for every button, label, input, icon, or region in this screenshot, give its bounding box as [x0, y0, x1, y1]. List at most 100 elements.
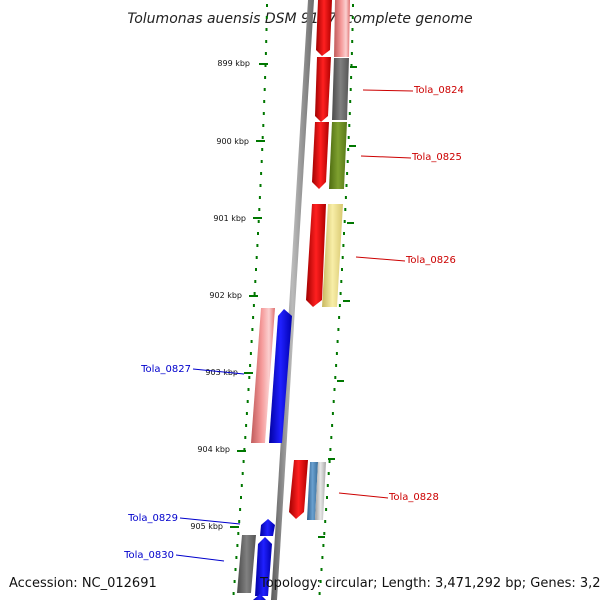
- scale-dot: [245, 412, 248, 415]
- gene-label-reverse[interactable]: Tola_0830: [123, 550, 174, 561]
- gene-label-reverse[interactable]: Tola_0829: [127, 513, 178, 524]
- gene-block-pink[interactable]: [334, 0, 350, 57]
- scale-dot: [240, 484, 243, 487]
- gene-arrow-forward[interactable]: [316, 0, 332, 56]
- scale-dot: [261, 148, 264, 151]
- reverse-strand-genes: [253, 309, 292, 600]
- gene-block-khaki[interactable]: [322, 204, 343, 307]
- scale-dot: [255, 256, 258, 259]
- scale-tick-right: [337, 380, 344, 382]
- scale-label: 904 kbp: [197, 445, 230, 454]
- scale-tick-905: [230, 526, 239, 528]
- scale-dot: [342, 244, 345, 247]
- scale-dot: [322, 544, 325, 547]
- scale-dot: [319, 580, 322, 583]
- scale-labels: 899 kbp 900 kbp 901 kbp 902 kbp 903 kbp …: [190, 59, 250, 531]
- scale-dot: [234, 568, 237, 571]
- gene-arrow-reverse[interactable]: [253, 594, 266, 600]
- scale-dot: [344, 208, 347, 211]
- gene-block-gray[interactable]: [332, 58, 349, 120]
- scale-dot: [249, 364, 252, 367]
- scale-dot: [250, 340, 253, 343]
- scale-tick-right: [343, 300, 350, 302]
- scale-dot: [257, 232, 259, 235]
- map-footer: Accession: NC_012691 Topology: circular;…: [9, 576, 600, 591]
- gene-block-silver[interactable]: [315, 462, 326, 520]
- scale-dot: [258, 208, 261, 211]
- scale-dot: [339, 292, 342, 295]
- gene-arrow-forward[interactable]: [289, 460, 308, 519]
- scale-dot: [257, 220, 260, 223]
- gene-arrow-forward[interactable]: [312, 122, 329, 189]
- scale-dot: [265, 40, 268, 43]
- scale-dot: [255, 268, 257, 271]
- forward-strand-genes: [289, 0, 332, 519]
- scale-dot: [344, 196, 347, 199]
- gene-block-gray[interactable]: [237, 535, 256, 593]
- gene-label-reverse[interactable]: Tola_0827: [140, 364, 191, 375]
- genome-summary-text: Topology: circular; Length: 3,471,292 bp…: [259, 576, 600, 591]
- scale-dot: [256, 244, 259, 247]
- gene-arrow-forward[interactable]: [315, 57, 331, 122]
- scale-dot: [320, 568, 323, 571]
- scale-dot: [333, 388, 336, 391]
- scale-dot: [331, 412, 334, 415]
- scale-tick-right: [350, 66, 357, 68]
- scale-dot: [252, 316, 255, 319]
- scale-dot: [341, 268, 343, 271]
- gene-label-forward[interactable]: Tola_0825: [411, 152, 462, 163]
- scale-dot: [265, 16, 268, 19]
- scale-dot: [264, 76, 267, 79]
- gene-block-pink[interactable]: [251, 308, 275, 443]
- scale-dot: [335, 364, 338, 367]
- scale-ticks: [230, 63, 357, 538]
- scale-dot: [260, 160, 263, 163]
- scale-dot: [325, 508, 328, 511]
- scale-tick-899: [259, 63, 268, 65]
- gene-label-forward[interactable]: Tola_0828: [388, 492, 439, 503]
- gene-arrow-reverse[interactable]: [255, 537, 272, 596]
- gene-arrow-forward[interactable]: [306, 204, 326, 307]
- leader-line: [362, 89, 414, 92]
- scale-dot: [246, 400, 249, 403]
- leader-line: [179, 517, 241, 525]
- scale-dot: [318, 592, 321, 595]
- scale-dot: [347, 148, 350, 151]
- leader-line: [192, 368, 245, 375]
- scale-tick-904: [237, 450, 246, 452]
- scale-tick-901: [253, 217, 262, 219]
- scale-dot: [346, 160, 349, 163]
- scale-label: 899 kbp: [217, 59, 250, 68]
- accession-text: Accession: NC_012691: [9, 576, 157, 591]
- gene-block-steel[interactable]: [307, 462, 318, 520]
- scale-dot: [245, 424, 248, 427]
- map-title: Tolumonas auensis DSM 9187, complete gen…: [127, 11, 472, 27]
- scale-dot: [236, 544, 239, 547]
- gene-arrow-reverse[interactable]: [260, 519, 275, 536]
- gene-arrow-reverse[interactable]: [269, 309, 292, 443]
- scale-dot: [240, 496, 242, 499]
- scale-dot: [321, 556, 324, 559]
- scale-dot: [349, 88, 352, 91]
- scale-dot: [350, 52, 353, 55]
- scale-dot: [233, 580, 236, 583]
- leader-line: [355, 256, 406, 262]
- scale-dot: [335, 352, 338, 355]
- scale-dot: [328, 460, 331, 463]
- scale-dot: [323, 532, 326, 535]
- gene-label-forward[interactable]: Tola_0824: [413, 85, 464, 96]
- leader-line: [360, 155, 412, 159]
- scale-dot: [258, 196, 261, 199]
- scale-dot: [264, 64, 267, 67]
- scale-dot: [243, 448, 246, 451]
- scale-dot: [244, 436, 247, 439]
- scale-dot: [235, 556, 238, 559]
- scale-dot: [338, 316, 341, 319]
- scale-dot: [237, 532, 240, 535]
- gene-label-forward[interactable]: Tola_0826: [405, 255, 456, 266]
- scale-dot: [338, 304, 341, 307]
- scale-dot: [251, 328, 254, 331]
- scale-dot: [347, 136, 350, 139]
- scale-dot: [332, 400, 335, 403]
- gene-block-olive[interactable]: [329, 122, 347, 189]
